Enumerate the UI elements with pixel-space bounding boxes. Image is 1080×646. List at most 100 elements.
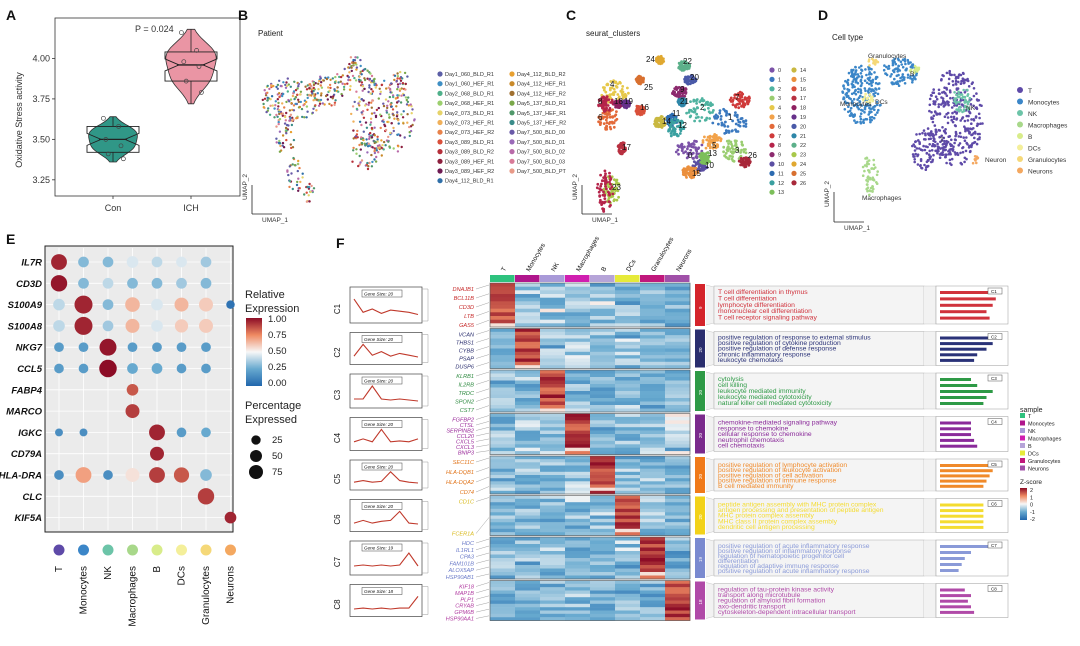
panel-d-cell: [859, 84, 863, 88]
panel-c-cell: [596, 182, 600, 186]
panel-f-heat-cell: [590, 423, 616, 428]
panel-f-heat-cell: [515, 600, 541, 605]
panel-b-cell: [285, 81, 288, 84]
panel-d-cell: [911, 77, 914, 81]
panel-f-heat-cell: [640, 478, 666, 482]
panel-d-annotation: NK: [966, 105, 976, 112]
panel-f-heat-cell: [615, 444, 641, 449]
panel-d-cell: [972, 94, 976, 98]
panel-b-cell: [378, 144, 381, 147]
panel-c-cell: [699, 157, 703, 161]
panel-c-cell: [722, 150, 725, 154]
panel-c-cell: [598, 195, 602, 198]
panel-c-cell: [692, 107, 696, 110]
panel-f-module-label: C4: [333, 432, 342, 443]
panel-c-cell: [724, 120, 727, 124]
panel-f-heat-cell: [590, 456, 616, 460]
panel-c-cell: [599, 198, 602, 202]
panel-c-cluster-label: 10: [705, 161, 714, 170]
panel-f-heat-cell: [540, 294, 566, 298]
panel-b-cell: [298, 187, 301, 190]
panel-c-cell: [639, 79, 643, 83]
panel-f-gene-label: MAP1B: [455, 591, 474, 597]
panel-e-size-dot: [251, 435, 261, 445]
panel-b-cell: [341, 94, 344, 98]
panel-c-cell: [683, 145, 686, 149]
panel-f-heat-cell: [565, 331, 591, 336]
panel-c-cell: [669, 134, 673, 138]
panel-b-cell: [281, 114, 284, 118]
panel-f-heat-cell: [490, 305, 516, 309]
panel-f-heat-cell: [540, 335, 566, 339]
panel-c-cell: [614, 119, 617, 122]
panel-d-cell: [919, 159, 923, 163]
panel-f-heat-cell: [515, 294, 541, 298]
panel-d-cell: [966, 127, 970, 130]
panel-f-heat-cell: [515, 565, 541, 569]
panel-c-legend-label: 18: [800, 106, 806, 112]
panel-b-cell: [385, 109, 388, 112]
panel-f-heat-cell: [565, 377, 591, 381]
panel-b-cell: [377, 146, 380, 149]
panel-b-cell: [358, 143, 361, 147]
panel-b-cell: [396, 75, 400, 78]
panel-f-heat-cell: [540, 597, 566, 601]
panel-f-heat-cell: [565, 316, 591, 320]
panel-c-cell: [743, 96, 747, 99]
panel-c-cell: [603, 97, 606, 100]
panel-f-heat-cell: [615, 613, 641, 618]
panel-f-term-connector: [705, 415, 715, 453]
panel-b-cell: [354, 56, 357, 59]
panel-f-heat-cell: [615, 475, 641, 479]
panel-f-heat-cell: [590, 430, 616, 435]
panel-c-cell: [695, 112, 699, 116]
panel-c-cell: [680, 60, 683, 64]
panel-f-heat-cell: [490, 416, 516, 421]
panel-b-cell: [384, 128, 388, 132]
panel-b-cell: [289, 116, 292, 120]
panel-c-cell: [724, 151, 728, 155]
panel-b-cell: [294, 88, 298, 92]
panel-f-heat-cell: [490, 502, 516, 506]
panel-b-cell: [396, 111, 399, 114]
panel-b-cell: [284, 115, 287, 119]
panel-d-cell: [940, 96, 943, 99]
panel-c-cell: [658, 56, 662, 59]
panel-c-cell: [742, 150, 746, 154]
panel-c-cell: [614, 189, 617, 193]
panel-f-heat-cell: [515, 554, 541, 559]
panel-d-cell: [871, 176, 875, 179]
panel-b-cell: [296, 169, 299, 173]
panel-c-cell: [703, 118, 707, 122]
panel-f-heat-cell: [540, 518, 566, 523]
panel-f-heat-cell: [540, 297, 566, 302]
panel-e-dot: [151, 363, 163, 374]
panel-f-heat-cell: [540, 380, 566, 385]
panel-c-cell: [704, 155, 708, 159]
panel-d-cell: [874, 81, 878, 85]
panel-c-cell: [626, 86, 629, 90]
panel-c-legend-swatch: [769, 67, 775, 73]
panel-c-xlabel: UMAP_1: [592, 217, 618, 224]
panel-d-cell: [932, 100, 935, 103]
panel-f-heat-cell: [540, 328, 566, 333]
panel-c-cell: [696, 115, 700, 119]
panel-d-legend-swatch: [1017, 121, 1023, 128]
panel-d-cell: [863, 111, 866, 114]
panel-c-cell: [609, 80, 613, 83]
panel-e-dot: [152, 342, 162, 353]
panel-f-heat-cell: [640, 447, 666, 452]
panel-f-heat-cell: [490, 468, 516, 473]
panel-e-gene-label: IL7R: [21, 258, 42, 269]
panel-d-legend-label: Granulocytes: [1028, 157, 1067, 164]
panel-b-cell: [322, 79, 325, 82]
panel-f-heat-cell: [565, 437, 591, 442]
panel-e-celltype-swatch: [176, 544, 187, 556]
panel-b-cell: [350, 69, 353, 73]
panel-d-cell: [877, 108, 880, 112]
panel-f-heat-cell: [515, 518, 541, 523]
panel-b-cell: [275, 113, 278, 117]
panel-e-dot: [103, 470, 113, 480]
panel-c-legend-label: 4: [778, 106, 781, 112]
panel-d-cell: [976, 138, 980, 141]
